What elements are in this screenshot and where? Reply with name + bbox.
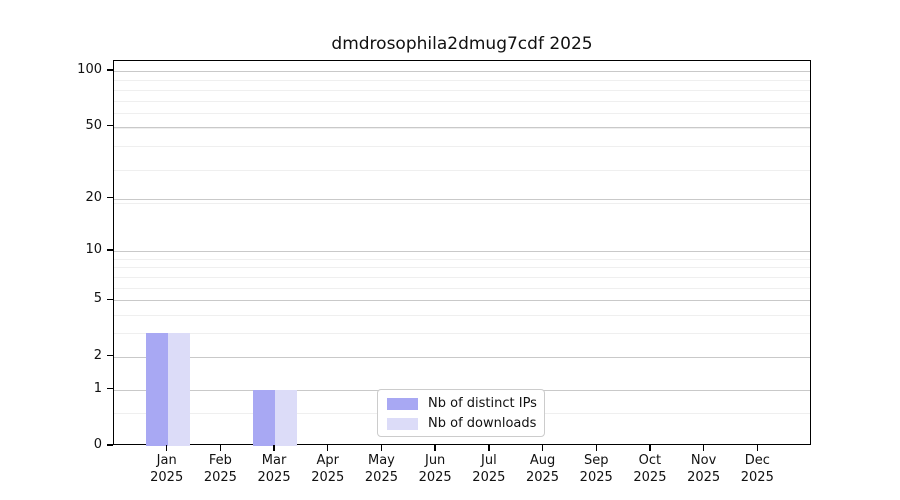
minor-gridline xyxy=(114,169,810,171)
x-tick-year: 2025 xyxy=(472,470,506,485)
x-tick-year: 2025 xyxy=(418,470,452,485)
x-tick-month: Dec xyxy=(744,453,770,468)
x-tick-mark xyxy=(380,445,383,451)
y-tick-label: 5 xyxy=(93,291,102,307)
y-tick-mark xyxy=(107,387,113,390)
x-tick-year: 2025 xyxy=(150,470,184,485)
major-gridline xyxy=(114,126,810,128)
y-tick-label: 0 xyxy=(93,437,102,452)
minor-gridline xyxy=(114,128,810,130)
distinct-ips-swatch-icon xyxy=(387,398,418,410)
y-tick-mark xyxy=(107,196,113,199)
y-tick-label: 20 xyxy=(85,189,102,205)
y-tick-label: 100 xyxy=(77,62,102,77)
x-tick-label: Nov 2025 xyxy=(672,452,736,486)
x-tick-label: May 2025 xyxy=(349,452,413,486)
minor-gridline xyxy=(114,89,810,91)
x-tick-year: 2025 xyxy=(633,470,667,485)
x-tick-mark xyxy=(165,445,168,451)
y-tick-mark xyxy=(107,249,113,251)
x-tick-year: 2025 xyxy=(364,470,398,485)
x-tick-label: Dec 2025 xyxy=(725,452,789,486)
minor-gridline xyxy=(114,113,810,115)
x-tick-month: Jun xyxy=(424,453,446,468)
minor-gridline xyxy=(114,267,810,269)
x-tick-label: Aug 2025 xyxy=(511,452,575,486)
x-tick-mark xyxy=(488,445,490,451)
x-tick-mark xyxy=(327,445,329,451)
major-gridline xyxy=(114,71,810,72)
x-tick-mark xyxy=(595,445,597,451)
x-tick-label: Jun 2025 xyxy=(403,452,467,486)
major-gridline xyxy=(114,300,810,302)
bar-mar-2025-distinct-ips xyxy=(253,389,276,446)
x-tick-label: Mar 2025 xyxy=(242,452,306,486)
x-tick-month: Sep xyxy=(583,453,609,468)
x-tick-mark xyxy=(219,445,222,451)
x-tick-month: Oct xyxy=(638,453,662,468)
y-tick-mark xyxy=(107,355,113,357)
y-tick-label: 10 xyxy=(85,242,102,258)
x-tick-label: Oct 2025 xyxy=(618,452,682,486)
x-tick-year: 2025 xyxy=(579,470,613,485)
downloads-swatch-icon xyxy=(387,418,418,430)
x-tick-year: 2025 xyxy=(740,470,774,485)
plot-area xyxy=(113,60,811,446)
bar-mar-2025-downloads xyxy=(275,389,298,446)
major-gridline xyxy=(114,356,810,358)
x-tick-mark xyxy=(541,445,544,451)
x-tick-mark xyxy=(649,445,651,451)
x-tick-mark xyxy=(702,445,705,451)
legend-item-downloads: Nb of downloads xyxy=(387,414,544,434)
x-tick-year: 2025 xyxy=(687,470,721,485)
x-tick-label: Jan 2025 xyxy=(135,452,199,486)
y-tick-mark xyxy=(107,298,113,301)
x-tick-year: 2025 xyxy=(257,470,291,485)
x-tick-month: Feb xyxy=(208,453,232,468)
y-tick-label: 2 xyxy=(93,347,102,363)
minor-gridline xyxy=(114,277,810,279)
x-tick-month: Jan xyxy=(156,453,177,468)
x-tick-month: Apr xyxy=(316,453,340,468)
x-tick-month: May xyxy=(368,453,395,468)
minor-gridline xyxy=(114,100,810,102)
x-tick-label: Sep 2025 xyxy=(564,452,628,486)
minor-gridline xyxy=(114,258,810,260)
x-tick-label: Jul 2025 xyxy=(457,452,521,486)
minor-gridline xyxy=(114,202,810,204)
x-tick-year: 2025 xyxy=(203,470,237,485)
y-tick-label: 50 xyxy=(85,117,102,133)
legend: Nb of distinct IPs Nb of downloads xyxy=(377,389,545,437)
legend-item-distinct-ips: Nb of distinct IPs xyxy=(387,394,544,414)
x-tick-year: 2025 xyxy=(311,470,345,485)
x-tick-month: Mar xyxy=(261,453,287,468)
x-tick-month: Aug xyxy=(529,453,556,468)
y-tick-mark xyxy=(107,69,113,71)
x-tick-month: Nov xyxy=(690,453,717,468)
bar-jan-2025-downloads xyxy=(167,333,190,446)
y-tick-mark xyxy=(107,124,113,127)
legend-label-distinct-ips: Nb of distinct IPs xyxy=(428,396,537,411)
x-tick-mark xyxy=(756,445,758,451)
legend-label-downloads: Nb of downloads xyxy=(428,416,537,431)
minor-gridline xyxy=(114,333,810,335)
chart-title: dmdrosophila2dmug7cdf 2025 xyxy=(331,34,593,54)
bar-jan-2025-distinct-ips xyxy=(145,333,168,446)
x-tick-month: Jul xyxy=(481,453,497,468)
x-tick-year: 2025 xyxy=(525,470,560,485)
x-tick-label: Apr 2025 xyxy=(296,452,360,486)
x-tick-mark xyxy=(273,445,275,451)
major-gridline xyxy=(114,251,810,253)
y-tick-label: 1 xyxy=(93,380,102,396)
y-tick-mark xyxy=(107,444,113,446)
major-gridline xyxy=(114,198,810,200)
minor-gridline xyxy=(114,80,810,82)
x-tick-label: Feb 2025 xyxy=(188,452,252,486)
minor-gridline xyxy=(114,315,810,317)
minor-gridline xyxy=(114,287,810,289)
minor-gridline xyxy=(114,146,810,148)
x-tick-mark xyxy=(434,445,436,451)
